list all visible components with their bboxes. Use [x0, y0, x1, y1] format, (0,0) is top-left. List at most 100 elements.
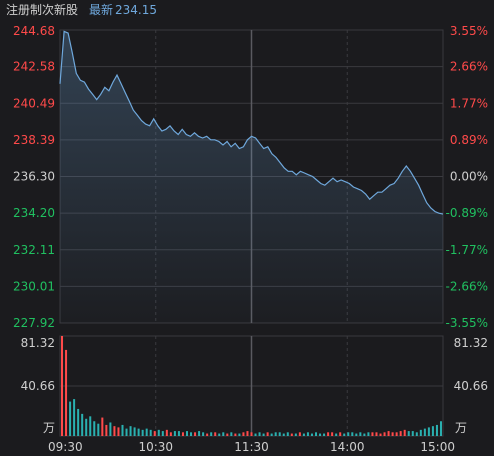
volume-bar	[278, 432, 281, 436]
volume-bar	[101, 417, 104, 436]
volume-bar	[258, 432, 261, 436]
volume-bar	[347, 432, 350, 436]
volume-bar	[129, 426, 132, 436]
volume-bar	[238, 433, 241, 436]
volume-bar	[403, 429, 406, 436]
volume-bar	[165, 429, 168, 436]
volume-bar	[125, 428, 128, 436]
y-left-tick: 227.92	[13, 316, 55, 330]
volume-bar	[391, 432, 394, 436]
volume-bar	[254, 433, 257, 436]
volume-bar	[153, 431, 156, 436]
axis-labels: 244.68 242.58 240.49 238.39 236.30 234.20 232.…	[13, 24, 488, 454]
volume-bar	[435, 424, 438, 436]
y-right-tick: 0.00%	[450, 170, 488, 184]
volume-bar	[266, 432, 269, 436]
volume-bar	[242, 432, 245, 436]
latest-value: 234.15	[115, 3, 157, 17]
volume-bar	[109, 422, 112, 436]
volume-bar	[65, 349, 68, 436]
x-tick: 09:30	[48, 440, 83, 454]
volume-bar	[339, 432, 342, 436]
volume-bar	[407, 431, 410, 436]
y-right-tick: 1.77%	[450, 96, 488, 110]
y-left-tick: 244.68	[13, 24, 55, 38]
volume-bar	[371, 432, 374, 436]
volume-bar	[343, 433, 346, 436]
volume-bar	[69, 401, 72, 436]
y-left-tick: 238.39	[13, 133, 55, 147]
volume-bar	[439, 421, 442, 436]
y-left-tick: 242.58	[13, 60, 55, 74]
volume-bar	[319, 433, 322, 436]
index-name: 注册制次新股	[6, 2, 78, 17]
volume-bar	[137, 428, 140, 436]
y-left-tick: 236.30	[13, 170, 55, 184]
y-right-tick: -1.77%	[446, 243, 488, 257]
volume-bar	[97, 423, 100, 436]
volume-left-tick: 万	[43, 421, 55, 435]
volume-bar	[161, 431, 164, 436]
volume-bar	[113, 426, 116, 436]
volume-bar	[121, 424, 124, 436]
x-tick: 11:30	[234, 440, 269, 454]
volume-bar	[117, 427, 120, 436]
volume-bar	[331, 432, 334, 436]
volume-bar	[234, 433, 237, 436]
volume-bar	[351, 432, 354, 436]
volume-bar	[298, 432, 301, 436]
volume-bar	[194, 432, 197, 436]
volume-bar	[294, 433, 297, 436]
volume-bar	[85, 418, 88, 436]
volume-bar	[61, 336, 64, 436]
volume-bar	[89, 416, 92, 436]
y-left-tick: 230.01	[13, 279, 55, 293]
volume-bar	[181, 432, 184, 436]
y-right-tick: -3.55%	[446, 316, 488, 330]
y-right-tick: 3.55%	[450, 24, 488, 38]
volume-bar	[359, 432, 362, 436]
price-line-group	[59, 30, 444, 215]
price-line	[59, 30, 444, 215]
volume-bar	[286, 432, 289, 436]
volume-bar	[419, 429, 422, 436]
volume-bar	[314, 432, 318, 436]
y-right-tick: -2.66%	[446, 279, 488, 293]
volume-bar	[222, 432, 225, 436]
volume-bar	[141, 429, 144, 436]
latest-label: 最新	[89, 2, 113, 17]
volume-bar	[230, 432, 233, 436]
y-left-tick: 232.11	[13, 243, 55, 257]
volume-bar	[327, 432, 330, 436]
y-left-tick: 240.49	[13, 96, 55, 110]
volume-bar	[399, 431, 402, 436]
chart-header: 注册制次新股 最新 234.15	[6, 2, 157, 17]
volume-bar	[206, 433, 209, 436]
price-area	[60, 31, 443, 324]
y-right-tick: 2.66%	[450, 60, 488, 74]
volume-right-tick: 81.32	[454, 336, 488, 350]
volume-bar	[323, 433, 326, 436]
volume-bar	[415, 432, 418, 436]
volume-bar	[246, 431, 249, 436]
volume-bar	[185, 431, 189, 436]
x-tick: 10:30	[138, 440, 173, 454]
volume-bar	[218, 433, 221, 436]
volume-bar	[302, 433, 305, 436]
volume-bar	[250, 432, 253, 436]
volume-bar	[226, 433, 229, 436]
volume-bar	[149, 429, 152, 436]
volume-bar	[282, 433, 285, 436]
y-right-tick: -0.89%	[446, 206, 488, 220]
volume-bar	[367, 432, 370, 436]
volume-bar	[81, 413, 84, 436]
volume-bar	[290, 433, 293, 436]
volume-bar	[375, 432, 378, 436]
volume-bar	[210, 432, 213, 436]
volume-bar	[387, 431, 390, 436]
volume-bar	[77, 408, 80, 436]
volume-bar	[310, 433, 313, 436]
volume-bar	[306, 432, 309, 436]
volume-bar	[202, 432, 205, 436]
volume-bar	[427, 427, 430, 436]
